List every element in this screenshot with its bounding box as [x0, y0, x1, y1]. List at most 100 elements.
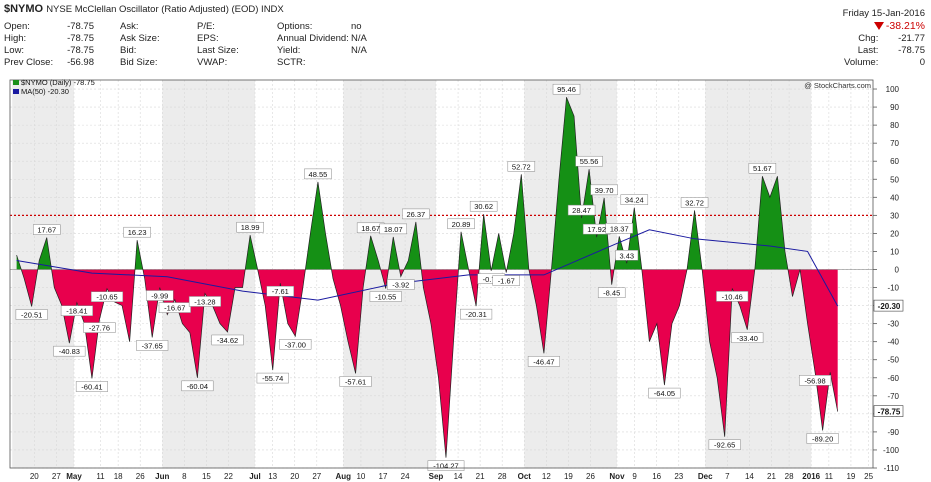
data-label: -1.67: [498, 277, 515, 286]
symbol-description: NYSE McClellan Oscillator (Ratio Adjuste…: [46, 4, 284, 15]
data-label-box: [708, 439, 741, 450]
dividend-value: N/A: [351, 33, 367, 44]
data-label: 16.23: [128, 228, 147, 237]
xtick-label: 18: [114, 472, 123, 481]
data-label-box: [615, 250, 639, 261]
data-label: -60.04: [187, 382, 208, 391]
xtick-label: Jul: [249, 472, 261, 481]
ytick-label: 10: [890, 247, 899, 256]
xtick-label: 25: [864, 472, 873, 481]
quote-date: Friday 15-Jan-2016: [842, 8, 925, 19]
xtick-label: 27: [312, 472, 321, 481]
data-label: -13.28: [194, 297, 215, 306]
nymo-line: [16, 97, 839, 458]
data-label: -34.62: [217, 336, 238, 345]
data-label: -37.00: [285, 340, 306, 349]
data-label-box: [279, 339, 312, 350]
xtick-label: 7: [725, 472, 730, 481]
data-label: 26.37: [406, 210, 425, 219]
data-label: -3.92: [392, 281, 409, 290]
data-label-box: [158, 302, 191, 313]
data-label-box: [492, 275, 520, 286]
data-label-box: [427, 460, 465, 471]
data-label: 17.92: [587, 225, 606, 234]
data-label-box: [211, 334, 244, 346]
xtick-label: Dec: [698, 472, 713, 481]
ytick-label: 40: [890, 193, 899, 202]
data-label: -89.20: [812, 434, 833, 443]
data-label-box: [33, 224, 61, 235]
data-label-box: [90, 291, 124, 302]
xtick-label: Jun: [155, 472, 169, 481]
data-label-box: [716, 291, 749, 302]
last-label: Last:: [857, 45, 879, 56]
pe-label: P/E:: [197, 21, 215, 32]
data-label-box: [552, 83, 581, 95]
ma-value-tag-box: [873, 299, 904, 312]
last-size-label: Last Size:: [197, 45, 239, 56]
data-label-box: [15, 309, 48, 320]
xtick-label: 28: [785, 472, 794, 481]
data-label: 39.70: [595, 186, 614, 195]
data-label-box: [304, 168, 332, 180]
data-label-box: [75, 381, 108, 392]
ytick-label: -100: [883, 446, 900, 455]
ytick-label: 0: [895, 265, 900, 274]
xtick-label: 21: [476, 472, 485, 481]
data-label: -20.31: [465, 310, 486, 319]
ytick-label: 100: [886, 85, 900, 94]
data-label-box: [648, 387, 681, 399]
data-label-box: [402, 208, 430, 220]
ytick-label: 80: [890, 121, 899, 130]
legend-swatch: [13, 89, 19, 94]
xtick-label: 14: [745, 472, 754, 481]
legend-entry: $NYMO (Daily) -78.75: [21, 78, 95, 87]
data-label: -10.55: [375, 293, 396, 302]
data-label-box: [123, 226, 151, 238]
xtick-label: 19: [564, 472, 573, 481]
data-label-box: [731, 332, 764, 344]
data-label: -92.65: [714, 441, 735, 450]
ytick-label: 60: [890, 157, 899, 166]
pct-change-value: -38.21%: [885, 20, 925, 32]
open-value: -78.75: [67, 21, 94, 32]
xtick-label: 19: [846, 472, 855, 481]
data-label: -64.05: [654, 389, 675, 398]
data-label: 20.89: [452, 220, 471, 229]
data-label: 18.67: [361, 224, 380, 233]
chg-value: -21.77: [898, 33, 925, 44]
data-label-box: [339, 376, 372, 387]
series-lines: [16, 97, 839, 458]
xtick-label: 17: [379, 472, 388, 481]
data-label-box: [527, 356, 560, 367]
data-label: 28.47: [572, 206, 591, 215]
high-value: -78.75: [67, 33, 94, 44]
data-label: 95.46: [557, 85, 576, 94]
options-label: Options:: [277, 21, 313, 32]
xtick-label: 12: [542, 472, 551, 481]
data-label-box: [256, 372, 289, 384]
data-label: -0.70: [483, 275, 500, 284]
ytick-label: -110: [884, 464, 900, 473]
data-label: 18.07: [384, 225, 403, 234]
data-label-box: [590, 184, 618, 196]
last-value-tag-box: [873, 405, 904, 417]
data-label: 30.62: [474, 202, 493, 211]
data-label-box: [53, 345, 86, 357]
data-label-box: [188, 296, 221, 307]
xtick-label: 26: [586, 472, 595, 481]
low-value: -78.75: [67, 45, 94, 56]
data-label: 52.72: [512, 162, 531, 171]
bid-label: Bid:: [120, 45, 137, 56]
data-label: -18.41: [66, 307, 87, 316]
xtick-label: 27: [52, 472, 61, 481]
xtick-label: 11: [825, 472, 834, 481]
data-label-box: [60, 305, 93, 316]
chart-title: $NYMO NYSE McClellan Oscillator (Ratio A…: [4, 3, 284, 15]
ma50-line: [16, 229, 839, 307]
options-value: no: [351, 21, 362, 32]
ytick-label: -30: [887, 320, 899, 329]
data-label-box: [748, 162, 777, 174]
